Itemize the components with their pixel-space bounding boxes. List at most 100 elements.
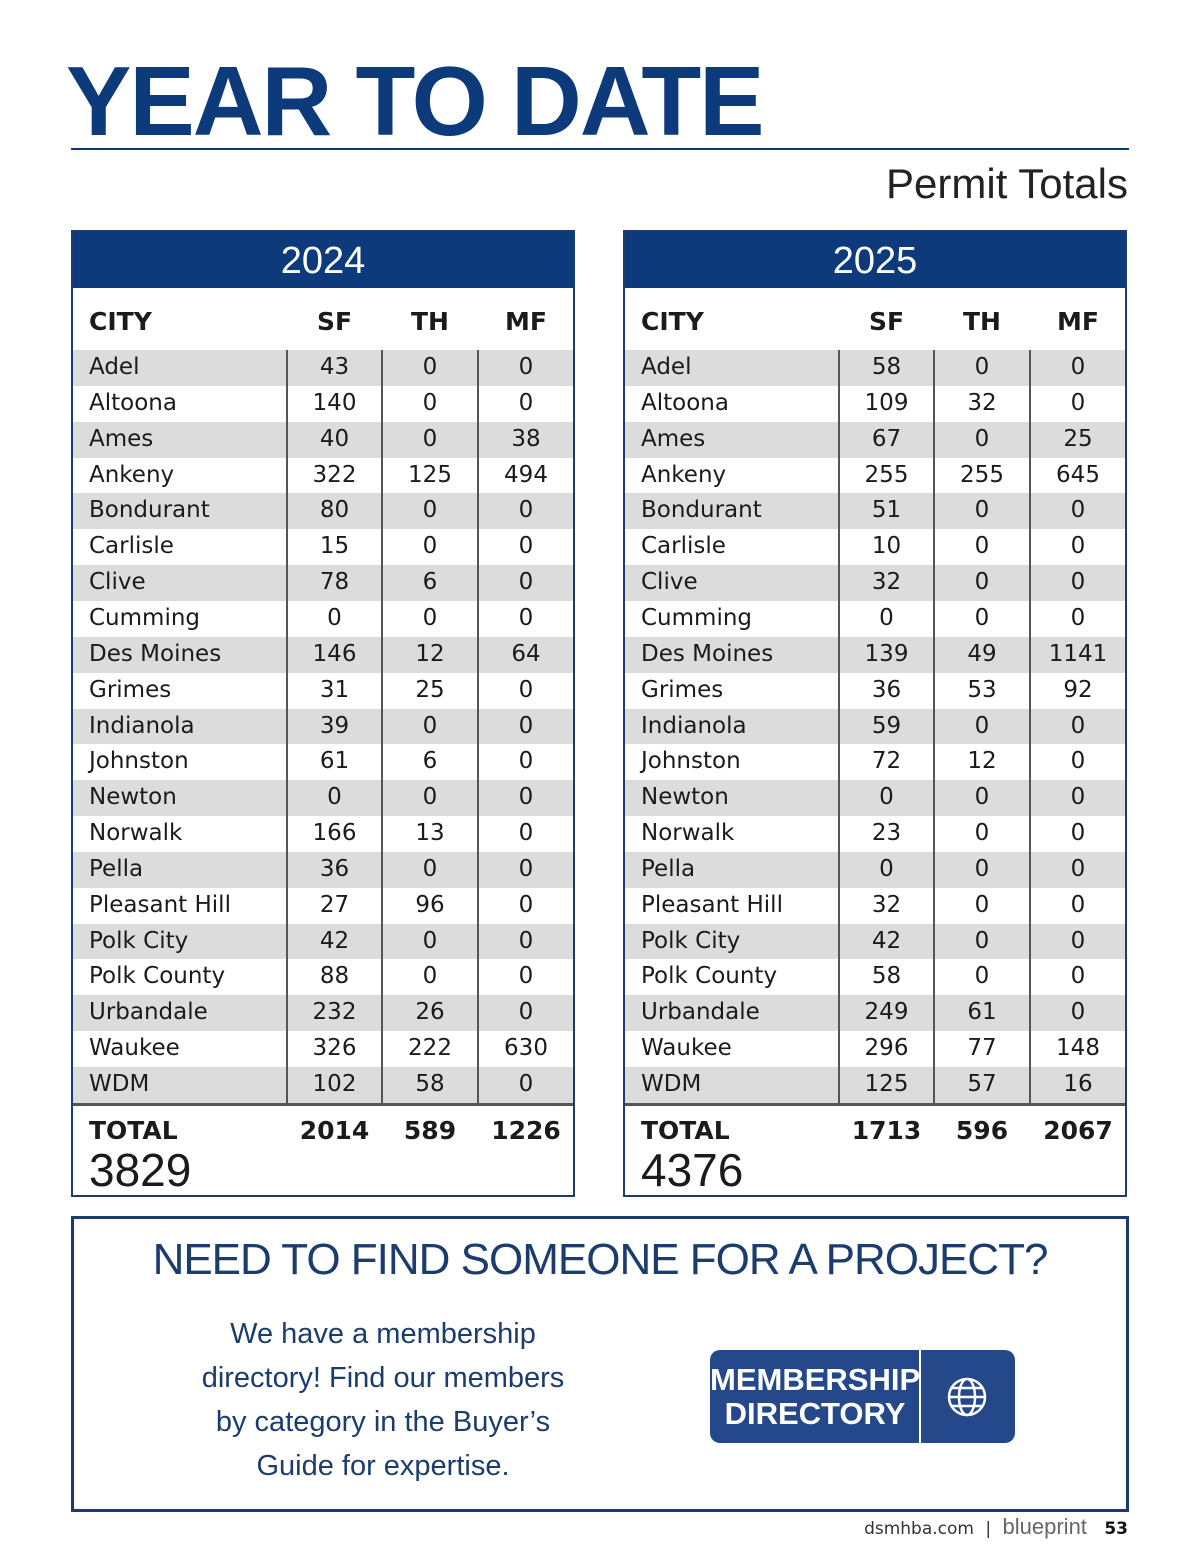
cell-value: 139 bbox=[864, 640, 909, 667]
button-label: DIRECTORY bbox=[724, 1396, 906, 1431]
cell-value: 125 bbox=[864, 1071, 909, 1097]
cell-value: 0 bbox=[1070, 963, 1086, 990]
cell-value: 61 bbox=[967, 999, 997, 1026]
row-stripe bbox=[625, 493, 1125, 530]
cell-value: 140 bbox=[312, 389, 357, 416]
cell-value: 77 bbox=[967, 1035, 997, 1062]
cell-value: 0 bbox=[1070, 389, 1086, 416]
row-stripe bbox=[73, 995, 573, 1032]
row-stripe bbox=[73, 636, 573, 673]
cell-value: 0 bbox=[518, 748, 534, 775]
cell-value: 645 bbox=[1056, 461, 1100, 488]
cell-value: 0 bbox=[518, 604, 534, 631]
cell-value: 0 bbox=[518, 820, 534, 847]
total-value: 596 bbox=[955, 1115, 1009, 1145]
city-name: Norwalk bbox=[89, 820, 183, 847]
city-name: Des Moines bbox=[641, 640, 774, 667]
column-header: CITY bbox=[641, 307, 704, 336]
promo-heading: NEED TO FIND SOMEONE FOR A PROJECT? bbox=[152, 1235, 1049, 1284]
city-name: Indianola bbox=[641, 712, 747, 739]
footer-brand: blueprint bbox=[1002, 1514, 1087, 1539]
cell-value: 0 bbox=[422, 963, 438, 990]
row-stripe bbox=[73, 421, 573, 458]
cell-value: 148 bbox=[1056, 1035, 1100, 1062]
cell-value: 0 bbox=[518, 855, 534, 882]
footer: dsmhba.com | blueprint 53 bbox=[864, 1514, 1128, 1540]
cell-value: 51 bbox=[871, 497, 902, 524]
city-name: Pleasant Hill bbox=[641, 891, 783, 918]
city-name: Ankeny bbox=[641, 461, 727, 488]
cell-value: 0 bbox=[327, 604, 342, 631]
footer-site: dsmhba.com bbox=[864, 1519, 974, 1539]
column-header: CITY bbox=[89, 307, 152, 336]
cell-value: 494 bbox=[504, 461, 548, 488]
grand-total: 3829 bbox=[89, 1143, 192, 1196]
cell-value: 0 bbox=[974, 927, 990, 954]
cell-value: 58 bbox=[871, 354, 902, 380]
cell-value: 0 bbox=[422, 855, 438, 882]
cell-value: 0 bbox=[974, 820, 990, 847]
city-name: Pella bbox=[641, 855, 696, 882]
cell-value: 0 bbox=[974, 425, 990, 452]
city-name: Waukee bbox=[641, 1035, 732, 1062]
row-stripe bbox=[73, 565, 573, 601]
total-label: TOTAL bbox=[89, 1115, 178, 1145]
cell-value: 40 bbox=[319, 425, 350, 452]
cell-value: 42 bbox=[871, 927, 902, 954]
permit-table: 2024 CITY SF TH MF Adel 43 0 0 Altoona 140 0 0 Ames 40… bbox=[71, 230, 575, 1197]
cell-value: 78 bbox=[319, 569, 350, 596]
cell-value: 232 bbox=[312, 999, 357, 1026]
city-name: Carlisle bbox=[641, 533, 726, 560]
cell-value: 31 bbox=[319, 676, 350, 703]
city-name: Newton bbox=[641, 784, 729, 811]
total-value: 1226 bbox=[491, 1115, 561, 1145]
total-value: 2067 bbox=[1043, 1115, 1113, 1145]
column-header: MF bbox=[505, 307, 547, 336]
page-number: 53 bbox=[1104, 1519, 1128, 1539]
cell-value: 0 bbox=[422, 354, 438, 380]
cell-value: 0 bbox=[879, 604, 894, 631]
cell-value: 25 bbox=[1063, 425, 1093, 452]
city-name: Ankeny bbox=[89, 461, 175, 488]
cell-value: 96 bbox=[415, 891, 445, 918]
cell-value: 0 bbox=[518, 712, 534, 739]
row-stripe bbox=[73, 780, 573, 817]
cell-value: 255 bbox=[960, 461, 1004, 488]
cell-value: 6 bbox=[422, 569, 438, 596]
membership-button[interactable]: MEMBERSHIP DIRECTORY bbox=[710, 1350, 1015, 1443]
city-name: Cumming bbox=[89, 604, 201, 631]
cell-value: 26 bbox=[415, 999, 445, 1026]
globe-icon bbox=[947, 1377, 987, 1417]
cell-value: 0 bbox=[518, 676, 534, 703]
cell-value: 249 bbox=[864, 999, 909, 1026]
row-stripe bbox=[625, 780, 1125, 817]
city-name: Ames bbox=[641, 425, 706, 452]
city-name: Polk City bbox=[89, 927, 189, 954]
cell-value: 10 bbox=[871, 533, 902, 560]
cell-value: 0 bbox=[1070, 855, 1086, 882]
cell-value: 0 bbox=[518, 963, 534, 990]
cell-value: 0 bbox=[518, 1071, 534, 1097]
cell-value: 49 bbox=[967, 640, 997, 667]
city-name: Indianola bbox=[89, 712, 195, 739]
subtitle: Permit Totals bbox=[886, 160, 1128, 207]
row-stripe bbox=[625, 636, 1125, 673]
cell-value: 36 bbox=[319, 855, 350, 882]
column-divider bbox=[838, 350, 840, 1103]
cell-value: 12 bbox=[415, 640, 445, 667]
row-stripe bbox=[625, 1067, 1125, 1103]
city-name: Polk City bbox=[641, 927, 741, 954]
cell-value: 0 bbox=[1070, 533, 1086, 560]
cell-value: 0 bbox=[518, 891, 534, 918]
city-name: WDM bbox=[641, 1071, 702, 1097]
city-name: Polk County bbox=[89, 963, 226, 990]
cell-value: 255 bbox=[864, 461, 909, 488]
city-name: Urbandale bbox=[89, 999, 208, 1026]
promo-line: Guide for expertise. bbox=[256, 1450, 510, 1482]
row-stripe bbox=[73, 923, 573, 960]
row-stripe bbox=[73, 350, 573, 386]
cell-value: 166 bbox=[312, 820, 357, 847]
button-label: MEMBERSHIP bbox=[710, 1362, 921, 1397]
row-stripe bbox=[625, 708, 1125, 745]
